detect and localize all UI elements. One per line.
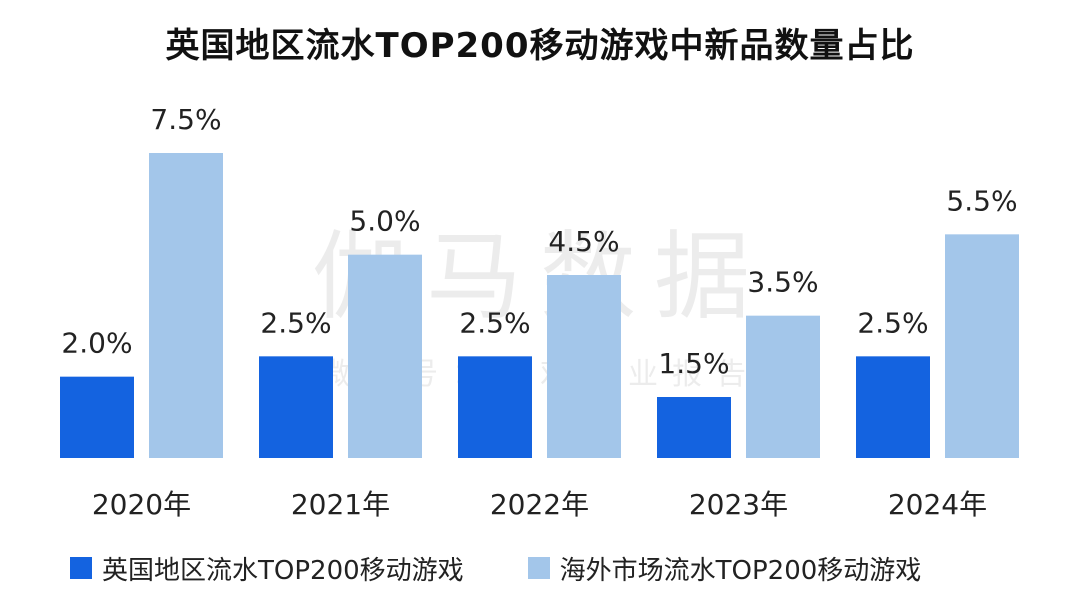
value-label-uk-2: 2.5% — [459, 306, 530, 339]
bar-uk-4 — [856, 356, 930, 458]
bar-overseas-4 — [945, 234, 1019, 458]
value-label-overseas-2: 4.5% — [548, 225, 619, 258]
category-label-3: 2023年 — [689, 488, 788, 521]
legend: 英国地区流水TOP200移动游戏 海外市场流水TOP200移动游戏 — [70, 550, 985, 586]
bar-uk-3 — [657, 397, 731, 458]
legend-item-overseas: 海外市场流水TOP200移动游戏 — [527, 550, 922, 587]
bar-overseas-2 — [547, 275, 621, 458]
value-label-uk-3: 1.5% — [658, 347, 729, 380]
bars-layer — [60, 153, 1019, 458]
chart-title: 英国地区流水TOP200移动游戏中新品数量占比 — [165, 26, 915, 66]
value-label-overseas-1: 5.0% — [349, 205, 420, 238]
value-label-uk-4: 2.5% — [857, 306, 928, 339]
bar-overseas-1 — [348, 254, 422, 458]
value-label-uk-0: 2.0% — [61, 327, 132, 360]
category-label-0: 2020年 — [92, 488, 191, 521]
value-labels-layer: 2.0% 7.5% 2.5% 5.0% 2.5% 4.5% 1.5% 3.5% 2.5% 5.5% — [61, 103, 1017, 380]
bar-overseas-0 — [149, 153, 223, 458]
category-labels-layer: 2020年 2021年 2022年 2023年 2024年 — [92, 488, 987, 521]
bar-uk-1 — [259, 356, 333, 458]
value-label-overseas-4: 5.5% — [946, 184, 1017, 217]
value-label-overseas-3: 3.5% — [747, 266, 818, 299]
category-label-4: 2024年 — [888, 488, 987, 521]
legend-label-overseas: 海外市场流水TOP200移动游戏 — [559, 555, 922, 586]
value-label-uk-1: 2.5% — [260, 306, 331, 339]
bar-uk-0 — [60, 376, 134, 458]
category-label-1: 2021年 — [291, 488, 390, 521]
bar-uk-2 — [458, 356, 532, 458]
category-label-2: 2022年 — [490, 488, 589, 521]
legend-swatch-uk — [70, 557, 92, 579]
bar-overseas-3 — [746, 315, 820, 458]
legend-label-uk: 英国地区流水TOP200移动游戏 — [102, 555, 464, 586]
value-label-overseas-0: 7.5% — [150, 103, 221, 136]
legend-swatch-overseas — [527, 557, 550, 579]
legend-item-uk: 英国地区流水TOP200移动游戏 — [70, 550, 464, 587]
